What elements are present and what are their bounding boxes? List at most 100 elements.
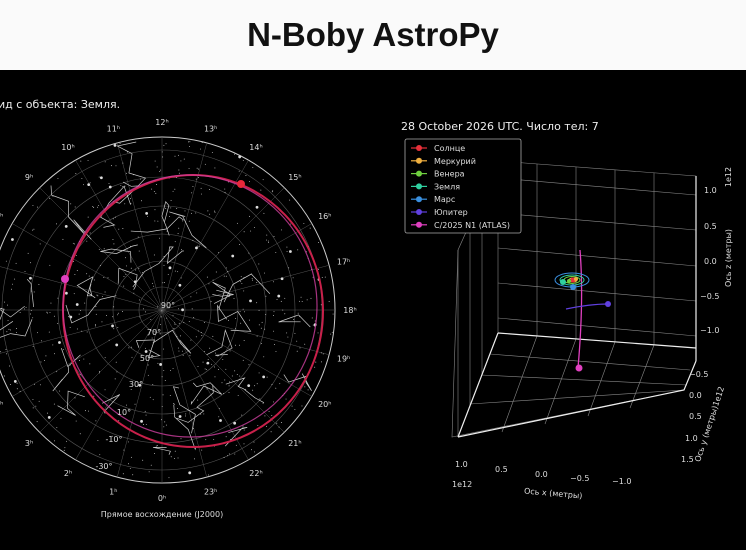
star — [264, 415, 266, 417]
star — [62, 348, 64, 350]
star — [190, 339, 192, 341]
star — [169, 370, 171, 371]
star — [195, 336, 197, 338]
legend-marker — [416, 183, 422, 190]
star — [188, 141, 190, 143]
star — [130, 267, 132, 269]
star — [189, 141, 191, 143]
star — [38, 284, 40, 285]
star — [294, 409, 296, 410]
ra-label: 22ʰ — [249, 469, 262, 478]
legend-item: Меркурий — [411, 157, 476, 166]
star — [122, 162, 124, 164]
star — [134, 403, 136, 405]
star — [46, 311, 48, 313]
z-axis-label: Ось z (метры) — [724, 229, 733, 287]
ra-grid-line — [161, 142, 208, 311]
star — [177, 347, 179, 349]
star — [16, 388, 18, 390]
star — [41, 340, 42, 342]
constellation-line — [132, 246, 184, 288]
star — [227, 271, 229, 273]
star — [192, 186, 194, 188]
star — [137, 236, 139, 238]
star — [151, 337, 153, 339]
jupiter-orbit — [565, 303, 609, 310]
y-ticks: −0.5 0.0 0.5 1.0 1.5 — [681, 370, 708, 464]
star — [195, 246, 198, 250]
star — [142, 271, 143, 273]
star — [5, 349, 7, 351]
star — [189, 355, 191, 357]
star — [153, 254, 155, 256]
mars-point — [570, 284, 576, 290]
star — [170, 207, 172, 209]
star — [282, 309, 284, 311]
star — [6, 331, 8, 333]
star — [139, 316, 141, 318]
legend-marker — [416, 145, 422, 151]
star — [108, 183, 110, 184]
star — [123, 285, 125, 287]
plots-svg: ид с объекта: Земля. 0ʰ1ʰ2ʰ3ʰ4ʰ5ʰ6ʰ7ʰ8ʰ9… — [0, 98, 733, 519]
star — [156, 184, 158, 185]
y-tick: 1.5 — [681, 455, 694, 464]
star — [48, 331, 50, 333]
legend-item: Юпитер — [411, 208, 468, 217]
star — [234, 370, 236, 372]
star — [174, 324, 176, 325]
star — [180, 277, 182, 279]
ra-grid-line — [39, 309, 163, 433]
star — [200, 332, 202, 333]
star — [209, 347, 211, 349]
star — [201, 193, 202, 195]
ra-label: 3ʰ — [25, 439, 33, 448]
star — [195, 178, 197, 180]
star — [125, 265, 127, 267]
sky-grid — [0, 137, 335, 483]
star — [185, 413, 187, 415]
constellation-line — [52, 347, 81, 392]
star — [57, 297, 59, 299]
star — [30, 313, 32, 315]
ra-grid-line — [161, 187, 285, 311]
star — [60, 417, 62, 419]
legend-item: Венера — [411, 170, 465, 179]
star — [19, 311, 21, 313]
star — [154, 453, 155, 455]
ra-grid-line — [161, 309, 330, 356]
star — [236, 222, 238, 224]
star — [197, 168, 199, 170]
ra-grid-line — [161, 160, 249, 311]
star — [152, 383, 154, 385]
star — [163, 264, 165, 266]
star — [235, 444, 237, 446]
star — [144, 311, 146, 313]
star — [101, 321, 103, 323]
star — [119, 142, 121, 144]
star — [228, 453, 230, 455]
page-header: N-Boby AstroPy — [0, 0, 746, 70]
star — [203, 351, 205, 353]
star — [198, 245, 200, 247]
star — [291, 405, 293, 407]
constellation-line — [0, 305, 25, 331]
star — [32, 229, 34, 231]
star — [144, 350, 148, 353]
ra-grid-line — [75, 309, 163, 460]
star — [160, 316, 162, 318]
star — [40, 361, 42, 363]
star — [83, 358, 85, 360]
star — [256, 335, 258, 337]
star — [139, 178, 141, 180]
legend-label: Юпитер — [434, 208, 468, 217]
3d-box-edges — [457, 176, 697, 438]
ra-grid-line — [161, 264, 330, 311]
star — [81, 330, 83, 332]
star — [222, 359, 224, 360]
star — [69, 326, 71, 328]
star — [115, 343, 119, 347]
ra-label: 0ʰ — [158, 494, 166, 503]
star — [173, 402, 175, 404]
star — [228, 392, 230, 394]
